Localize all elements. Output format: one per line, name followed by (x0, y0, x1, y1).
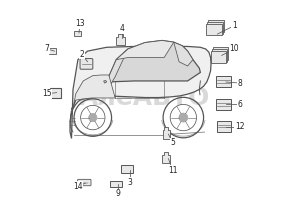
FancyBboxPatch shape (211, 51, 226, 63)
Polygon shape (104, 49, 128, 96)
Text: 8: 8 (238, 79, 242, 88)
Polygon shape (82, 40, 200, 99)
FancyBboxPatch shape (74, 31, 81, 36)
Text: 5: 5 (170, 138, 175, 147)
Circle shape (179, 113, 188, 122)
Text: 7: 7 (45, 45, 50, 53)
Text: 10: 10 (230, 45, 239, 53)
Text: 1: 1 (232, 21, 237, 30)
Text: 15: 15 (42, 89, 52, 98)
FancyBboxPatch shape (213, 47, 228, 60)
Text: 3: 3 (128, 178, 133, 187)
Text: 14: 14 (73, 182, 83, 191)
FancyBboxPatch shape (50, 88, 61, 98)
FancyBboxPatch shape (217, 121, 231, 132)
Polygon shape (104, 81, 107, 83)
Text: 13: 13 (75, 19, 85, 28)
FancyBboxPatch shape (216, 98, 231, 110)
FancyBboxPatch shape (208, 20, 224, 32)
FancyBboxPatch shape (207, 22, 223, 33)
FancyBboxPatch shape (216, 75, 231, 87)
Text: 9: 9 (116, 189, 121, 198)
FancyBboxPatch shape (110, 181, 122, 187)
Polygon shape (116, 40, 174, 60)
FancyBboxPatch shape (80, 59, 93, 69)
FancyBboxPatch shape (206, 23, 222, 35)
Text: 6: 6 (237, 100, 242, 109)
FancyBboxPatch shape (121, 165, 133, 173)
Polygon shape (174, 42, 193, 66)
Circle shape (89, 114, 97, 122)
Polygon shape (163, 127, 170, 139)
FancyBboxPatch shape (78, 179, 91, 186)
Text: 11: 11 (168, 166, 177, 175)
Text: АлеАВТО: АлеАВТО (79, 86, 211, 110)
Polygon shape (117, 34, 124, 45)
Polygon shape (162, 152, 170, 163)
Text: 2: 2 (80, 50, 85, 59)
FancyBboxPatch shape (212, 49, 227, 62)
FancyBboxPatch shape (49, 48, 56, 54)
Polygon shape (70, 46, 211, 138)
Text: 4: 4 (119, 24, 124, 33)
Text: 12: 12 (235, 122, 244, 131)
Polygon shape (73, 75, 115, 109)
